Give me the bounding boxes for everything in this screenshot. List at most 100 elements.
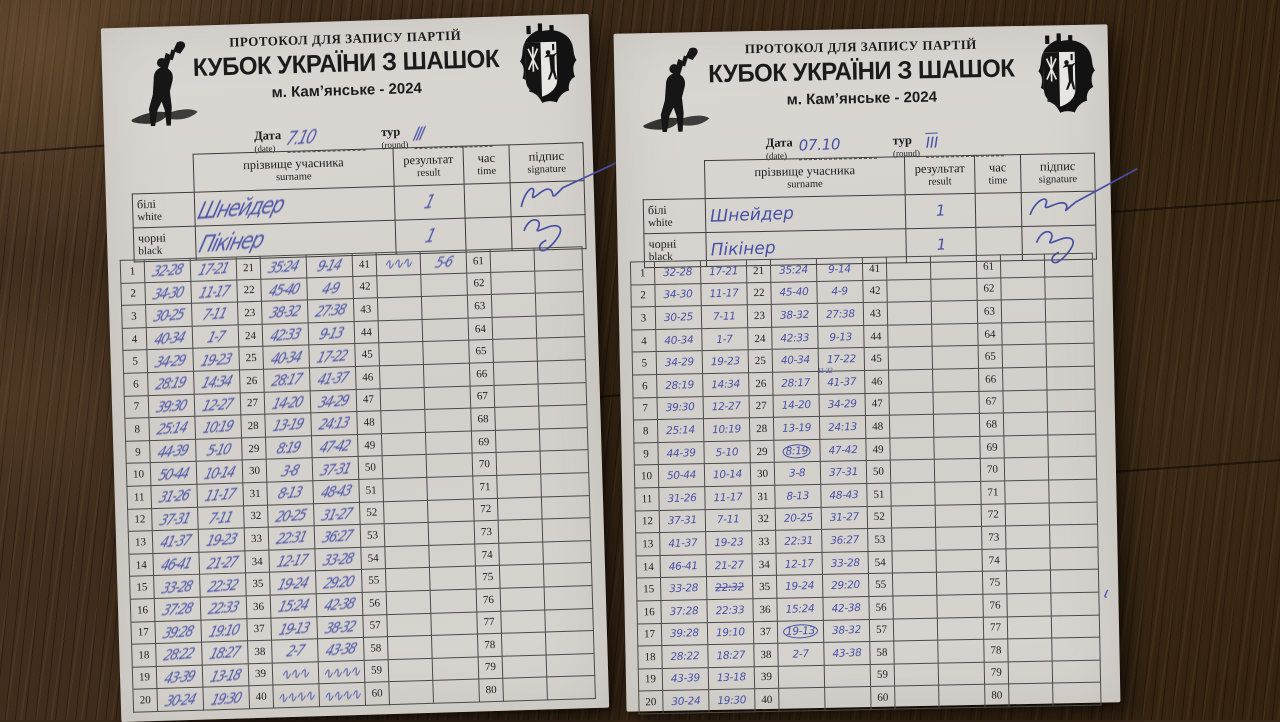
move-number-cell: 20 bbox=[133, 689, 158, 712]
black-move-cell: 22:32 bbox=[200, 573, 247, 597]
black-move-cell bbox=[545, 631, 594, 655]
white-move-cell bbox=[895, 685, 939, 708]
move-number-cell: 39 bbox=[248, 663, 273, 686]
white-move-cell: 28:19 bbox=[148, 371, 195, 395]
move-number-cell: 18 bbox=[132, 644, 157, 667]
white-move-cell bbox=[491, 271, 536, 295]
black-move-cell bbox=[935, 481, 981, 504]
white-move-cell bbox=[1008, 638, 1052, 661]
white-move-cell: 28:22 bbox=[662, 645, 708, 668]
move-number-cell: 60 bbox=[871, 686, 895, 709]
black-move-cell bbox=[541, 473, 590, 497]
black-move-cell bbox=[1047, 411, 1095, 435]
white-move-cell bbox=[1006, 570, 1050, 593]
white-move-cell: 12-17 bbox=[776, 552, 822, 575]
move-number-cell: 1 bbox=[120, 260, 145, 283]
white-move-cell bbox=[501, 609, 546, 633]
move-number-cell: 45 bbox=[355, 343, 380, 366]
white-move-cell bbox=[779, 688, 825, 711]
black-move-cell: 4-9 bbox=[817, 280, 863, 303]
move-number-cell: 65 bbox=[469, 340, 494, 363]
black-result: 1 bbox=[395, 218, 466, 254]
move-number-cell: 35 bbox=[752, 576, 776, 599]
move-number-cell: 5 bbox=[632, 352, 656, 375]
white-move-cell: 35:24 bbox=[260, 255, 307, 279]
white-move-cell bbox=[500, 587, 545, 611]
black-move-cell: 11-17 bbox=[191, 280, 238, 304]
move-number-cell: 58 bbox=[363, 637, 388, 660]
move-number-cell: 79 bbox=[478, 656, 503, 679]
white-move-cell: 43-39 bbox=[156, 665, 203, 689]
black-move-cell: 24:13 bbox=[311, 412, 358, 436]
move-number-cell: 49 bbox=[357, 433, 382, 456]
white-move-cell bbox=[1003, 390, 1047, 413]
move-number-cell: 33 bbox=[244, 527, 269, 550]
move-number-cell: 4 bbox=[632, 329, 656, 352]
white-move-cell bbox=[498, 519, 543, 543]
white-move-cell bbox=[497, 474, 542, 498]
black-move-cell bbox=[933, 368, 979, 391]
move-number-cell: 48 bbox=[865, 415, 889, 438]
white-move-cell: 25:14 bbox=[657, 419, 703, 442]
black-move-cell: 7-11 bbox=[192, 302, 239, 326]
move-number-cell: 61 bbox=[466, 249, 491, 272]
move-number-cell: 12 bbox=[128, 508, 153, 531]
move-number-cell: 37 bbox=[247, 618, 272, 641]
white-move-cell bbox=[491, 293, 536, 317]
white-move-cell bbox=[886, 256, 930, 279]
move-number-cell: 5 bbox=[123, 350, 148, 373]
black-move-cell bbox=[422, 318, 469, 342]
white-move-cell bbox=[379, 342, 424, 366]
move-number-cell: 52 bbox=[867, 506, 891, 529]
white-move-cell bbox=[887, 301, 931, 324]
move-number-cell: 66 bbox=[979, 368, 1003, 391]
white-move-cell bbox=[1002, 344, 1046, 367]
black-move-cell bbox=[931, 301, 977, 324]
move-number-cell: 76 bbox=[983, 594, 1007, 617]
black-move-cell: 33-28 bbox=[822, 551, 868, 574]
move-number-cell: 49 bbox=[866, 438, 890, 461]
white-time bbox=[464, 183, 511, 218]
white-move-cell bbox=[1004, 457, 1048, 480]
white-move-cell: 40-34 bbox=[772, 349, 818, 372]
black-move-cell: 48-43 bbox=[313, 479, 360, 503]
black-move-cell bbox=[1050, 547, 1098, 571]
black-move-cell: 22:33 bbox=[707, 599, 753, 622]
white-move-cell bbox=[495, 429, 540, 453]
move-number-cell: 42 bbox=[863, 280, 887, 303]
white-move-cell: 20-25 bbox=[268, 503, 315, 527]
move-number-cell: 68 bbox=[471, 408, 496, 431]
white-move-cell: 39:30 bbox=[148, 394, 195, 418]
move-number-cell: 69 bbox=[471, 430, 496, 453]
black-move-cell: 1-7 bbox=[192, 325, 239, 349]
white-move-cell bbox=[387, 613, 432, 637]
black-move-cell bbox=[938, 662, 984, 685]
move-number-cell: 80 bbox=[985, 684, 1009, 707]
move-number-cell: 40 bbox=[755, 689, 779, 712]
move-number-cell: 57 bbox=[869, 619, 893, 642]
move-number-cell: 12 bbox=[635, 510, 659, 533]
move-number-cell: 64 bbox=[468, 317, 493, 340]
move-number-cell: 27 bbox=[240, 392, 265, 415]
move-number-cell: 59 bbox=[870, 664, 894, 687]
black-move-cell: 12-27 bbox=[703, 395, 749, 418]
black-move-cell: 19-23 bbox=[702, 350, 748, 373]
white-move-cell: 8:19 bbox=[266, 436, 313, 460]
black-move-cell: 29:20 bbox=[316, 570, 363, 594]
move-number-cell: 73 bbox=[982, 526, 1006, 549]
black-move-cell: 18:27 bbox=[202, 641, 249, 665]
white-move-cell bbox=[778, 665, 824, 688]
white-move-cell: 44-39 bbox=[150, 439, 197, 463]
white-move-cell: 37-31 bbox=[659, 509, 705, 532]
white-move-cell: 37:28 bbox=[661, 600, 707, 623]
white-move-cell: 50-44 bbox=[658, 464, 704, 487]
black-move-cell: 14:34 bbox=[194, 370, 241, 394]
white-move-cell: 38-32 bbox=[771, 304, 817, 327]
white-move-cell bbox=[499, 542, 544, 566]
move-number-cell: 71 bbox=[473, 475, 498, 498]
move-number-cell: 72 bbox=[981, 503, 1005, 526]
